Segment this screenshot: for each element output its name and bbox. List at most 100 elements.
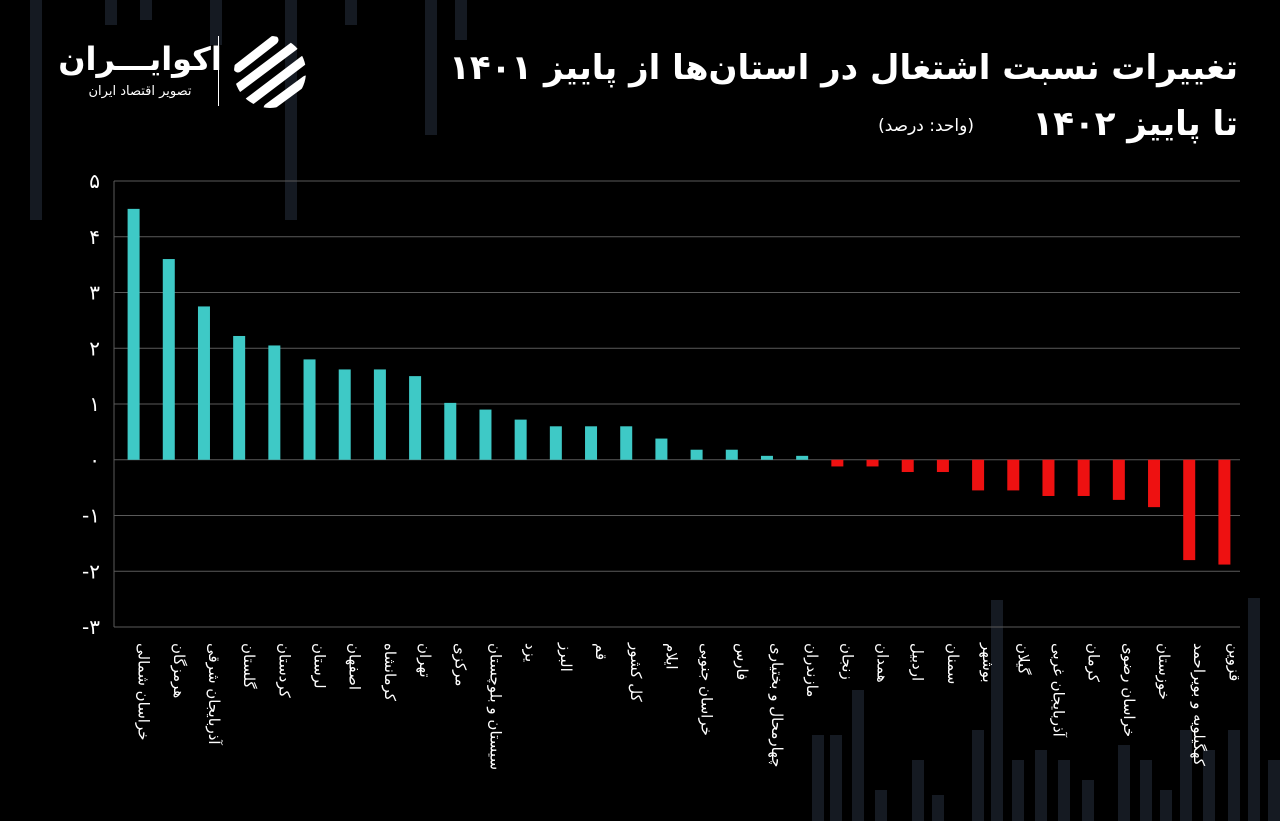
y-tick-label: ۳ <box>89 281 100 305</box>
bar <box>796 455 809 460</box>
x-category-label: هرمزگان <box>170 643 188 698</box>
y-tick-label: -۳ <box>82 615 100 639</box>
brand-subtitle: تصویر اقتصاد ایران <box>88 84 192 99</box>
bar <box>549 426 562 460</box>
bar <box>655 438 668 460</box>
bar <box>409 376 422 460</box>
x-category-label: خراسان رضوی <box>1120 643 1138 737</box>
bar <box>1218 459 1231 565</box>
ecoiran-stripes-logo-icon <box>234 36 306 108</box>
y-tick-label: ۰ <box>89 448 100 472</box>
bg-candle-top <box>105 0 117 25</box>
y-tick-label: ۱ <box>89 392 100 416</box>
x-category-label: خراسان شمالی <box>135 643 153 741</box>
bar <box>690 449 703 460</box>
x-category-label: سیستان و بلوچستان <box>486 643 504 770</box>
x-category-label: سمنان <box>944 643 962 684</box>
x-category-label: کهگیلویه و بویراحمد <box>1190 643 1208 767</box>
x-category-label: مازندران <box>803 643 821 697</box>
bg-candle-bottom <box>1082 780 1094 821</box>
x-category-label: قزوین <box>1225 643 1243 681</box>
x-category-label: گیلان <box>1014 643 1032 675</box>
bar <box>233 335 246 460</box>
bar <box>479 409 492 460</box>
x-category-label: خوزستان <box>1155 643 1173 700</box>
bg-candle-bottom <box>1180 730 1192 821</box>
x-category-label: تهران <box>416 643 434 678</box>
bg-candle-bottom <box>1118 745 1130 821</box>
bar <box>1148 459 1161 508</box>
bar <box>444 402 457 460</box>
y-tick-label: ۲ <box>89 336 100 360</box>
x-category-label: قم <box>592 643 610 660</box>
bar <box>620 426 633 460</box>
x-category-label: گلستان <box>240 643 258 689</box>
bg-candle-bottom <box>812 735 824 821</box>
bg-candle-top <box>345 0 357 25</box>
y-tick-label: -۲ <box>82 559 100 583</box>
bar <box>303 359 316 460</box>
bg-candle-bottom <box>875 790 887 821</box>
x-category-label: آذربایجان غربی <box>1049 643 1067 738</box>
bar <box>901 459 914 473</box>
bar <box>338 369 351 460</box>
y-tick-label: ۴ <box>89 225 100 249</box>
bg-candle-bottom <box>1203 750 1215 821</box>
x-category-label: ایلام <box>662 643 680 670</box>
y-tick-label: -۱ <box>82 504 100 528</box>
chart-title: تغییرات نسبت اشتغال در استان‌ها از پاییز… <box>338 40 1238 152</box>
x-category-label: مرکزی <box>451 643 469 686</box>
bar <box>866 459 879 467</box>
x-category-label: یزد <box>522 643 540 662</box>
x-category-label: کرمان <box>1085 643 1103 683</box>
x-category-label: زنجان <box>838 643 856 680</box>
x-category-label: کرمانشاه <box>381 643 399 702</box>
bg-candle-bottom <box>991 600 1003 821</box>
unit-label: (واحد: درصد) <box>878 116 974 136</box>
x-category-label: کردستان <box>275 643 293 699</box>
bar <box>760 455 773 460</box>
bar <box>1112 459 1125 500</box>
x-category-label: لرستان <box>311 643 329 689</box>
bg-candle-top <box>30 0 42 220</box>
x-category-label: اردبیل <box>909 643 927 681</box>
bar <box>1042 459 1055 496</box>
bar <box>831 459 844 467</box>
x-category-label: آذربایجان شرقی <box>205 643 223 745</box>
bg-candle-top <box>210 0 222 45</box>
bar <box>514 419 527 460</box>
bar <box>972 459 985 491</box>
bar <box>725 449 738 460</box>
bar <box>268 345 281 460</box>
bg-candle-bottom <box>932 795 944 821</box>
bg-candle-bottom <box>1248 598 1260 821</box>
bar <box>585 426 598 460</box>
x-category-label: فارس <box>733 643 751 680</box>
bar <box>197 306 210 460</box>
bar <box>1007 459 1020 491</box>
x-category-label: بوشهر <box>979 642 997 683</box>
brand-name: اکوایـــران <box>58 40 222 78</box>
bg-candle-bottom <box>972 730 984 821</box>
bg-candle-bottom <box>1035 750 1047 821</box>
x-category-label: کل کشور <box>627 642 645 703</box>
x-category-label: همدان <box>874 643 892 683</box>
bar <box>1183 459 1196 561</box>
chart-title-line-2: تا پاییز ۱۴۰۲ <box>1032 104 1238 144</box>
bg-candle-bottom <box>1228 730 1240 821</box>
brand-divider <box>218 36 219 106</box>
bg-candle-bottom <box>912 760 924 821</box>
bar <box>936 459 949 473</box>
bar <box>1077 459 1090 496</box>
bg-candle-bottom <box>1140 760 1152 821</box>
bar <box>127 208 140 460</box>
bg-candle-bottom <box>1012 760 1024 821</box>
bg-candle-bottom <box>830 735 842 821</box>
x-category-label: چهارمحال و بختیاری <box>768 643 786 767</box>
bg-candle-bottom <box>1058 760 1070 821</box>
brand: اکوایـــران تصویر اقتصاد ایران <box>30 30 320 110</box>
bg-candle-bottom <box>1160 790 1172 821</box>
x-category-label: خراسان جنوبی <box>698 643 716 736</box>
